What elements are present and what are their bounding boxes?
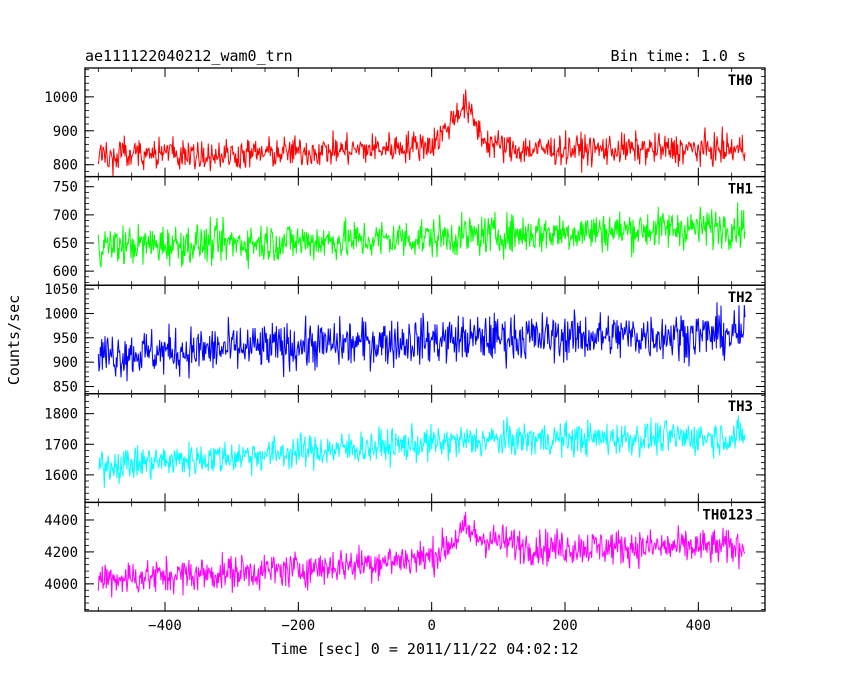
channel-label: TH0123 [702,507,753,523]
series-line-th2 [97,302,746,382]
channel-label: TH2 [728,290,753,306]
x-tick-label: −400 [148,618,182,634]
channel-label: TH3 [728,399,753,415]
x-tick-label: 200 [552,618,577,634]
panel-th1: 600 650 700 750 TH1 [53,175,766,286]
source-title: ae111122040212_wam0_trn [85,47,293,65]
panel-th0123: 4000 4200 4400 TH0123 [44,501,766,612]
x-axis: −400 −200 0 200 400 [148,618,711,634]
x-tick-label: −200 [281,618,315,634]
y-tick-label: 4000 [44,577,78,593]
channel-label: TH0 [728,73,753,89]
channel-label: TH1 [728,182,753,198]
y-tick-label: 600 [53,264,78,280]
y-tick-label: 750 [53,180,78,196]
y-tick-label: 650 [53,236,78,252]
y-tick-label: 900 [53,355,78,371]
panel-th0: 800 900 1000 TH0 [44,67,766,178]
y-tick-label: 1000 [44,90,78,106]
series-line-th1 [97,202,746,270]
y-tick-label: 700 [53,208,78,224]
bin-time-label: Bin time: 1.0 s [611,47,746,65]
series-line-th0 [97,89,746,177]
y-axis-label: Counts/sec [5,295,23,385]
x-tick-label: 0 [427,618,435,634]
panel-th2: 850 900 950 1000 1050 TH2 [44,282,766,395]
y-tick-label: 850 [53,379,78,395]
y-tick-label: 4200 [44,545,78,561]
series-line-th3 [98,415,746,489]
y-tick-label: 1000 [44,306,78,322]
y-tick-label: 900 [53,124,78,140]
y-tick-label: 1800 [44,407,78,423]
y-tick-label: 800 [53,158,78,174]
panel-frame [84,501,766,612]
x-axis-label: Time [sec] 0 = 2011/11/22 04:02:12 [271,640,578,658]
y-tick-label: 1700 [44,437,78,453]
y-tick-label: 950 [53,331,78,347]
y-tick-label: 1600 [44,468,78,484]
panels-group: 800 900 1000 TH0 600 650 700 750 TH1 850 900 950 100… [44,67,766,612]
x-tick-label: 400 [686,618,711,634]
y-tick-label: 4400 [44,513,78,529]
y-tick-label: 1050 [44,282,78,298]
series-line-th0123 [97,511,746,598]
panel-frame [84,175,766,286]
panel-th3: 1600 1700 1800 TH3 [44,393,766,504]
